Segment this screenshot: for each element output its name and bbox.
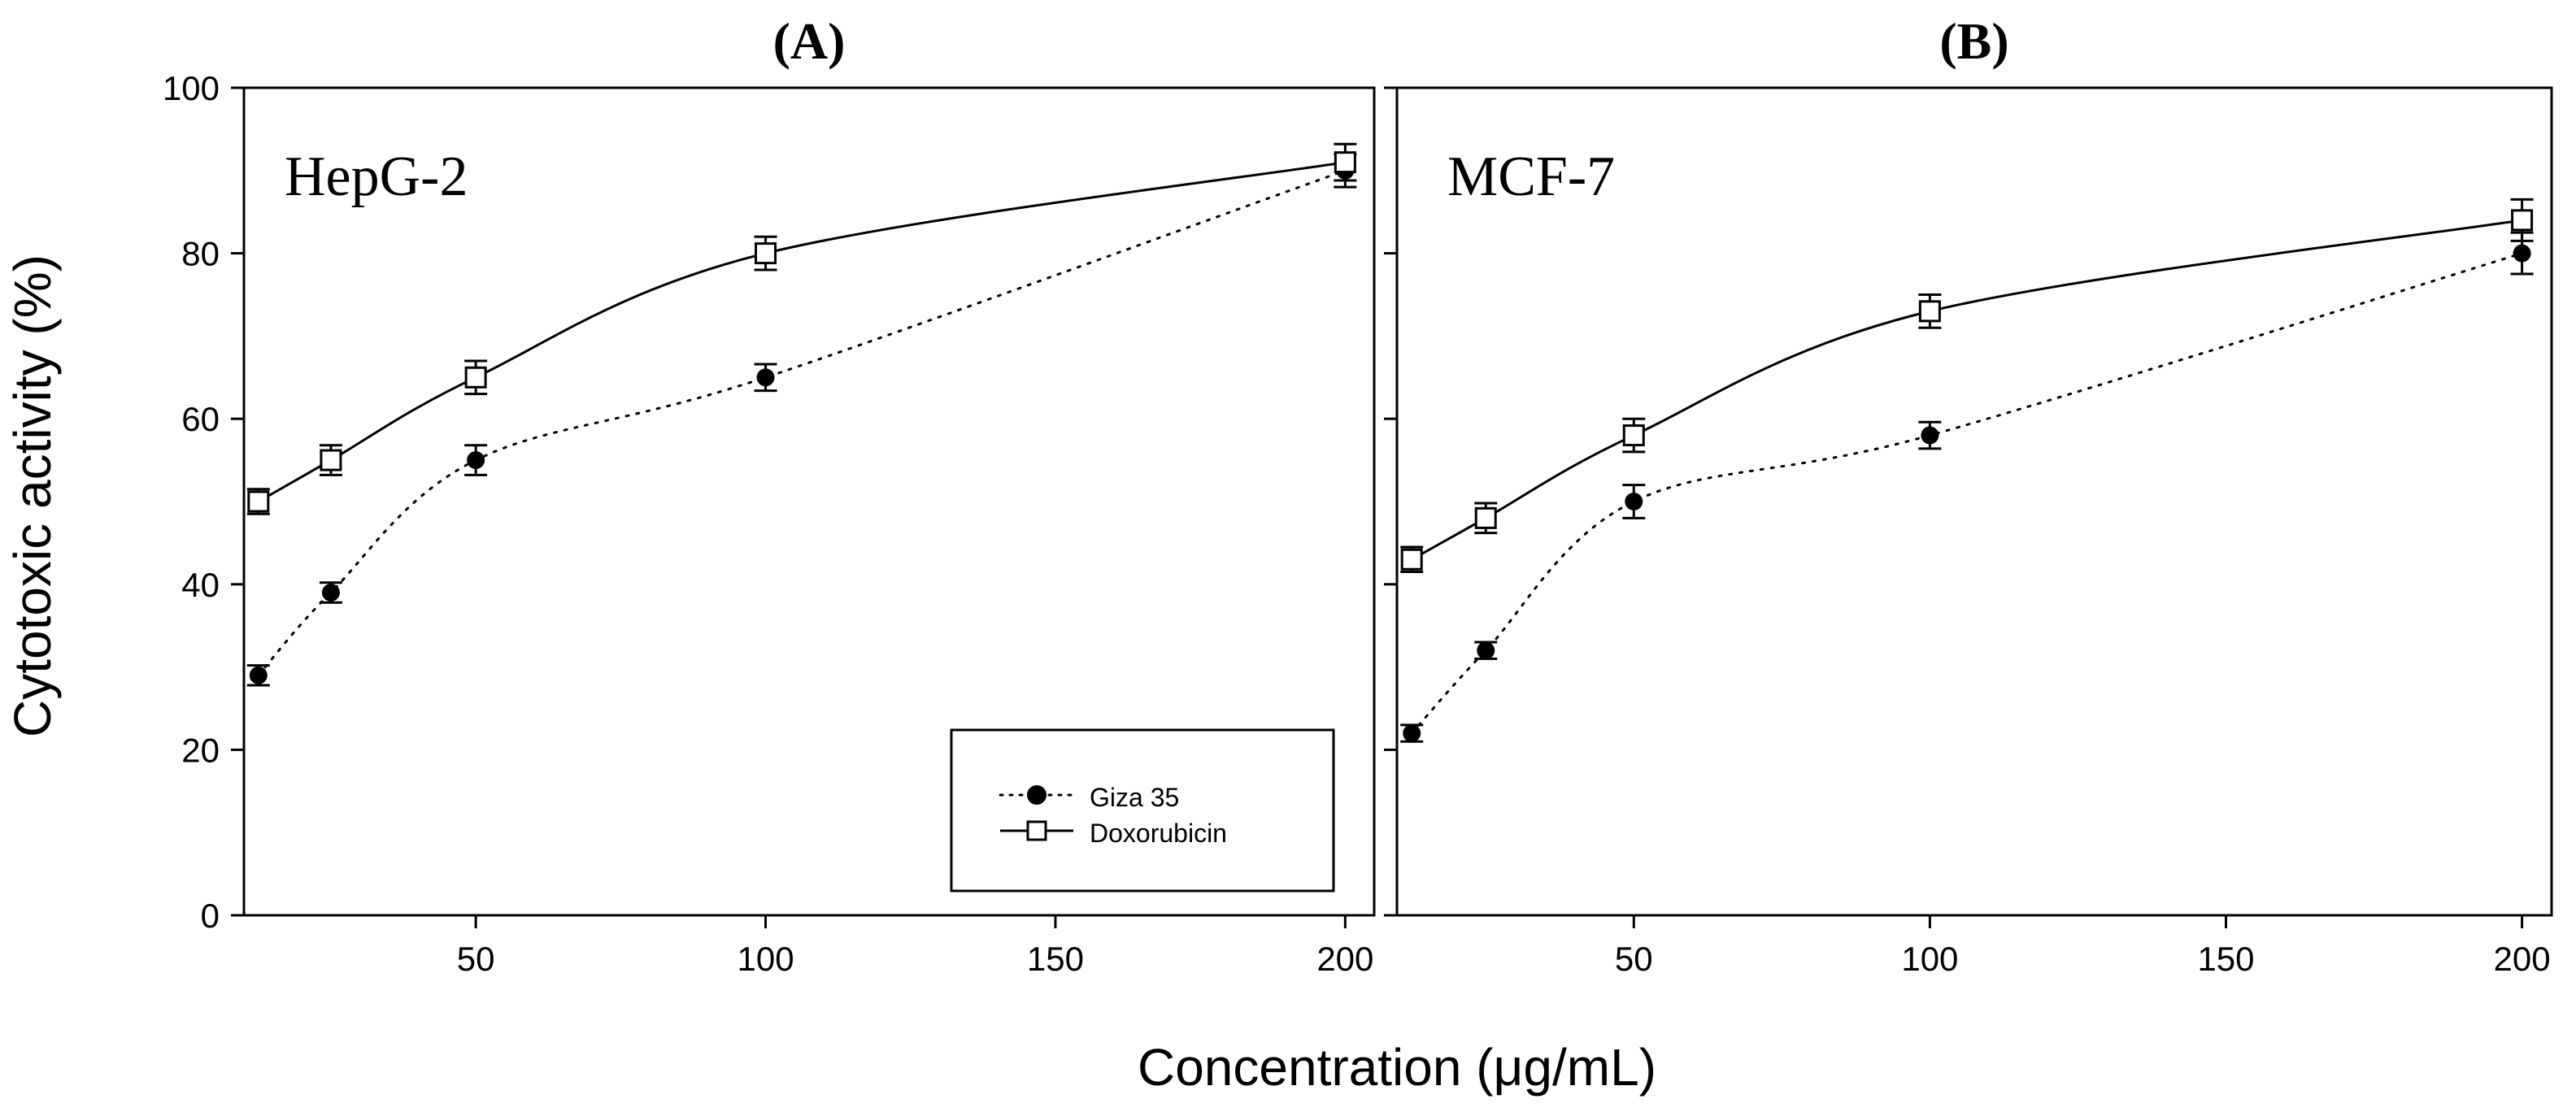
plot-frame (1395, 86, 2553, 917)
legend-entry-giza-35: Giza 35 (1090, 783, 1179, 812)
x-tick-label: 200 (2494, 940, 2551, 978)
data-point-doxorubicin (1400, 548, 1423, 571)
data-point-doxorubicin (1918, 300, 1941, 323)
panel-b: 50 100 150 200 (B) MCF-7 (1384, 12, 2553, 978)
y-tick-label: 80 (181, 235, 220, 273)
data-point-giza-35 (467, 451, 485, 470)
data-point-doxorubicin (464, 366, 487, 389)
x-tick-label: 100 (1901, 940, 1958, 978)
x-tick-label: 200 (1316, 940, 1373, 978)
data-point-giza-35 (1625, 493, 1643, 510)
data-point-doxorubicin (1622, 424, 1645, 447)
plot-frame (242, 86, 1376, 917)
legend-giza-marker-icon (1027, 785, 1046, 805)
data-point-doxorubicin (247, 490, 270, 513)
data-point-doxorubicin (320, 449, 342, 471)
legend-entry-doxorubicin: Doxorubicin (1090, 819, 1227, 848)
x-tick-label: 100 (737, 940, 794, 978)
panel-title: MCF-7 (1447, 146, 1615, 208)
panel-label: (A) (773, 12, 846, 70)
panels: 0 20 40 60 80 100 50 100 150 200 (A) HepG-2 50 100 150… (163, 12, 2553, 978)
data-point-giza-35 (756, 368, 775, 387)
y-tick-label: 100 (163, 69, 220, 107)
panel-title: HepG-2 (285, 146, 468, 208)
data-point-doxorubicin (1334, 151, 1356, 174)
y-tick-label: 40 (181, 566, 220, 604)
legend: Giza 35 Doxorubicin (950, 728, 1335, 893)
data-point-giza-35 (1921, 426, 1939, 445)
panel-label: (B) (1939, 12, 2008, 70)
x-tick-label: 150 (2197, 940, 2254, 978)
legend-dox-marker-icon (1026, 820, 1047, 841)
x-tick-label: 150 (1027, 940, 1084, 978)
series-line-doxorubicin (1410, 219, 2524, 561)
x-tick-label: 50 (457, 940, 495, 978)
data-point-doxorubicin (2511, 209, 2534, 232)
series-line-doxorubicin (257, 161, 1347, 503)
data-point-giza-35 (249, 666, 268, 684)
data-point-giza-35 (1477, 641, 1495, 660)
x-axis-title: Concentration (μg/mL) (1138, 1038, 1656, 1097)
data-point-doxorubicin (755, 242, 777, 265)
y-tick-label: 0 (201, 897, 220, 935)
y-axis-title: Cytotoxic activity (%) (3, 254, 62, 737)
legend-box (950, 728, 1335, 893)
data-point-giza-35 (321, 583, 340, 602)
data-point-giza-35 (1403, 724, 1421, 743)
series-line-giza-35 (1410, 252, 2524, 735)
series-line-giza-35 (257, 169, 1347, 677)
y-tick-label: 60 (181, 400, 220, 438)
panel-a: 0 20 40 60 80 100 50 100 150 200 (A) HepG-2 (163, 12, 1376, 978)
data-point-giza-35 (2513, 244, 2531, 263)
y-tick-label: 20 (181, 731, 220, 769)
data-point-doxorubicin (1474, 506, 1497, 529)
x-tick-label: 50 (1615, 940, 1653, 978)
